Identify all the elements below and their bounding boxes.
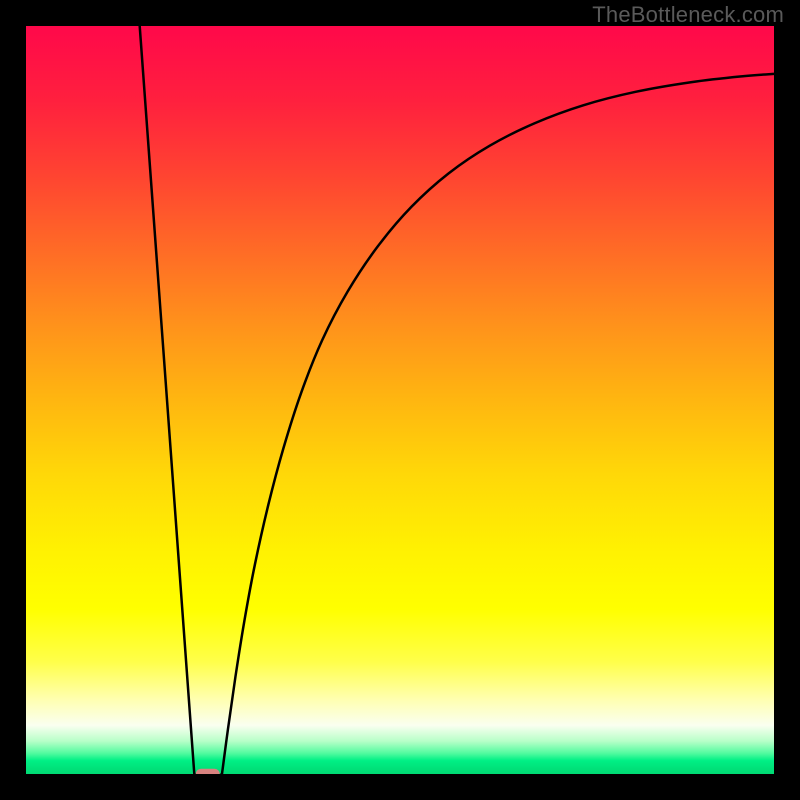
plot-background (26, 26, 774, 774)
chart-container: TheBottleneck.com (0, 0, 800, 800)
chart-svg (0, 0, 800, 800)
watermark-text: TheBottleneck.com (592, 2, 784, 28)
